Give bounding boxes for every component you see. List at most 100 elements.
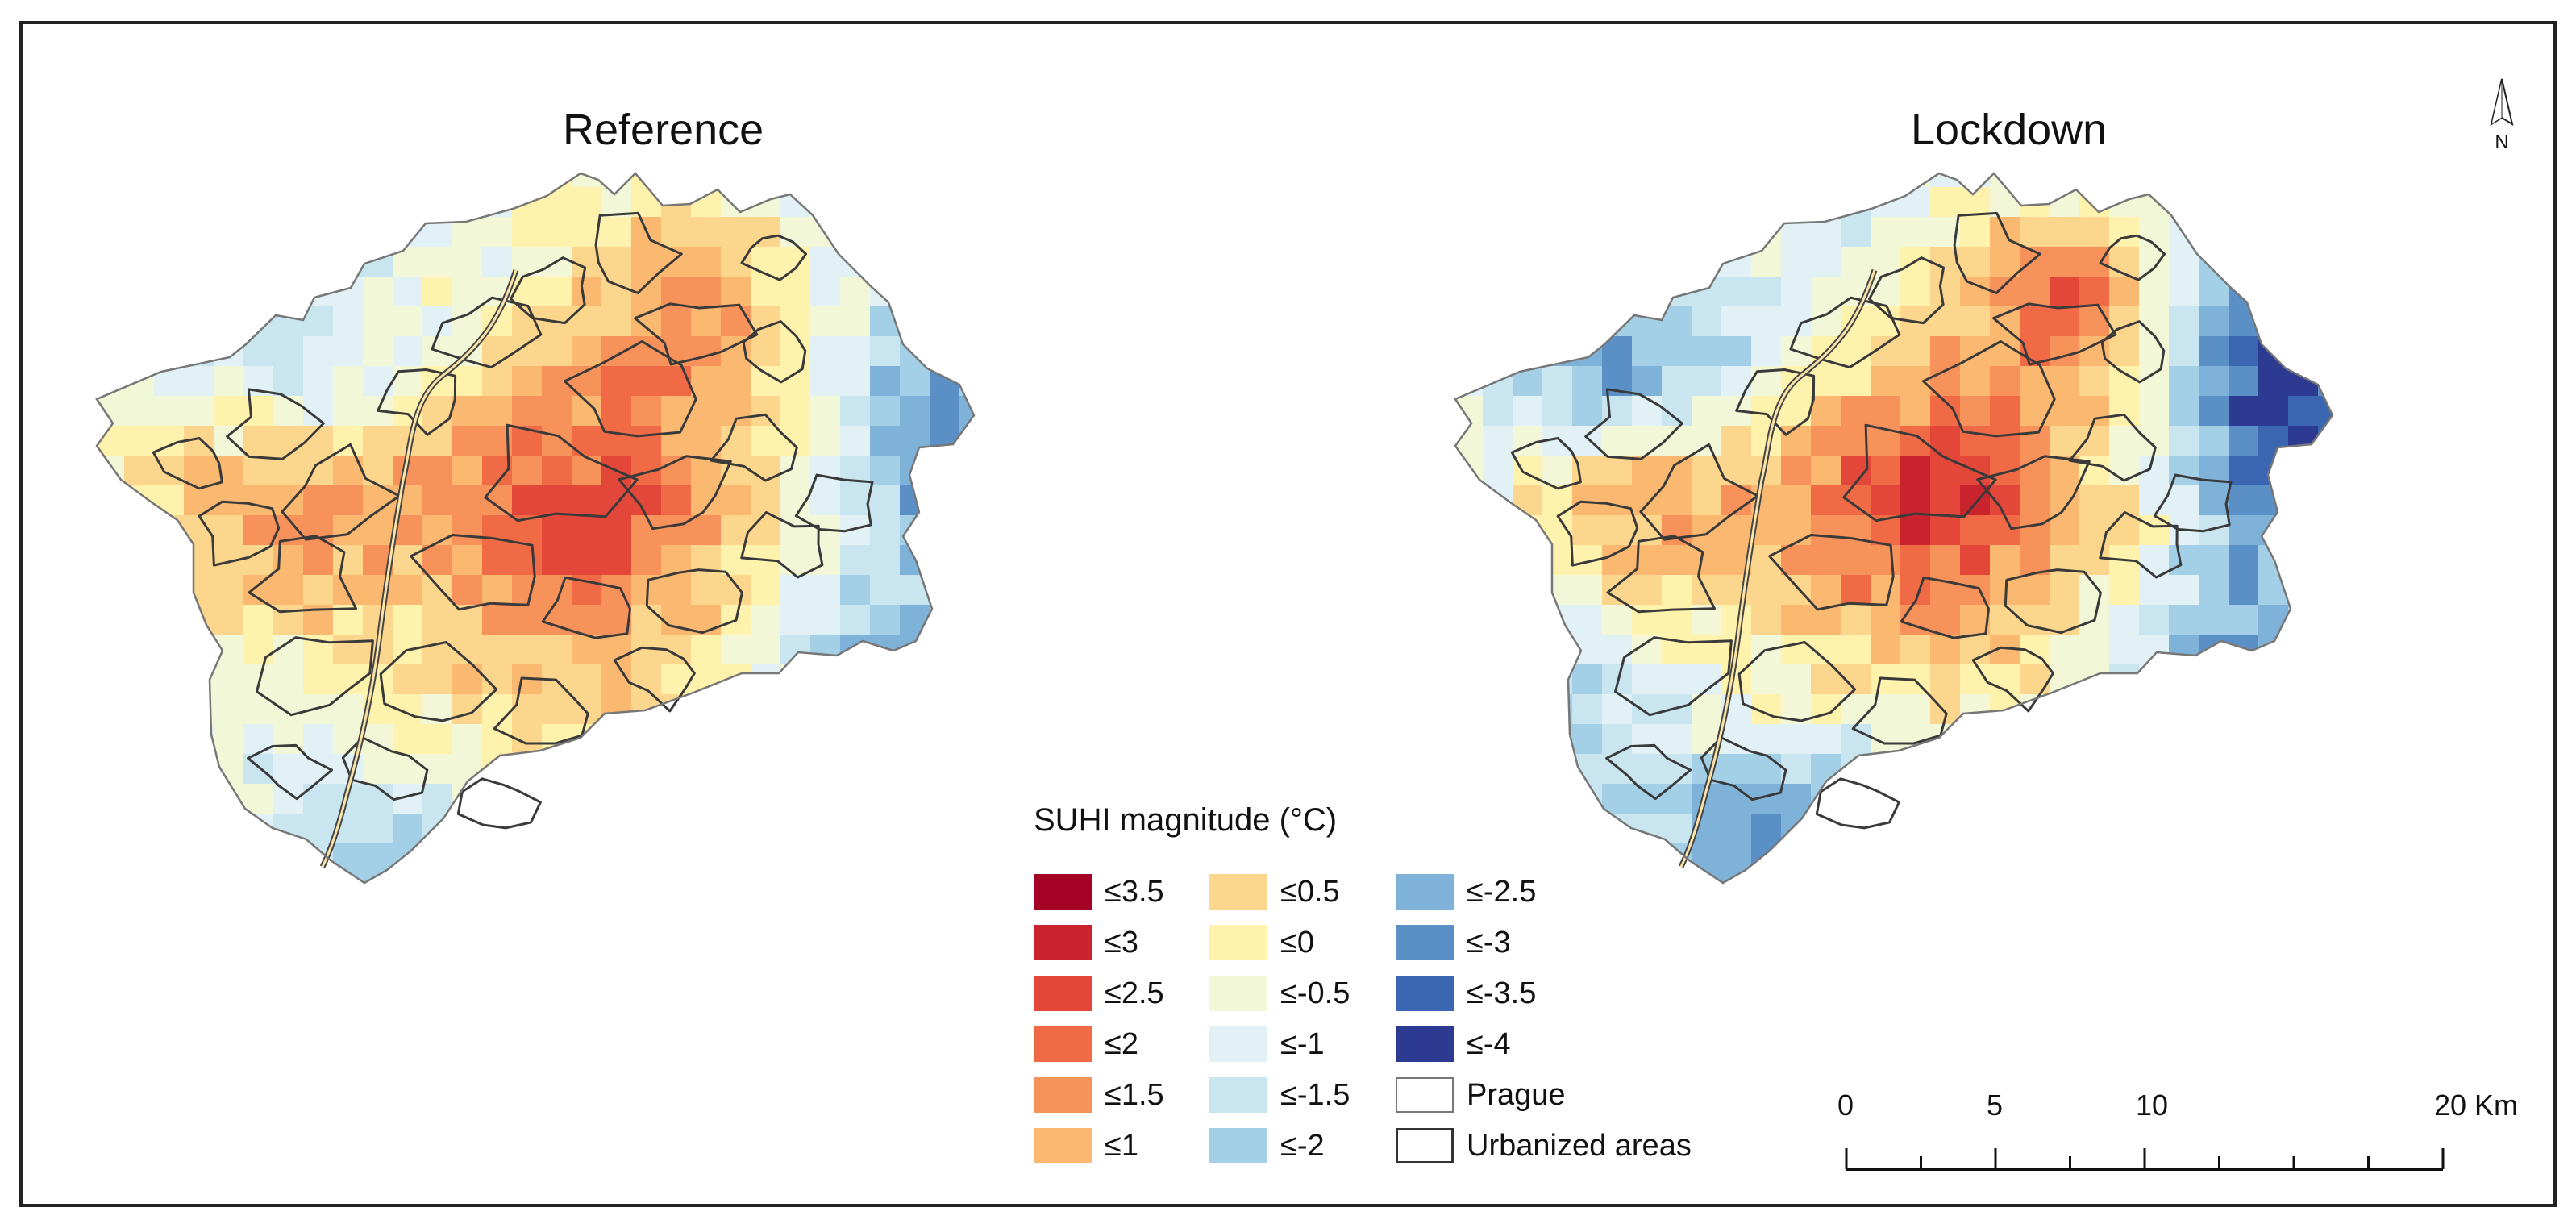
- suhi-cell: [482, 366, 513, 397]
- suhi-cell: [572, 485, 602, 516]
- suhi-cell: [1602, 456, 1633, 486]
- suhi-cell: [1841, 545, 1871, 576]
- suhi-cell: [1811, 426, 1841, 456]
- suhi-cell: [482, 605, 513, 635]
- suhi-cell: [2229, 426, 2259, 456]
- urbanized-area: [1851, 676, 1948, 745]
- legend-swatch: [1034, 925, 1092, 960]
- suhi-cell: [1930, 277, 1961, 307]
- suhi-cell: [661, 396, 692, 427]
- suhi-cell: [601, 545, 632, 576]
- suhi-cell: [572, 456, 602, 486]
- suhi-cell: [273, 754, 304, 785]
- legend-item: ≤2: [1034, 1026, 1138, 1063]
- suhi-cell: [2079, 575, 2110, 606]
- suhi-cell: [2169, 247, 2199, 277]
- suhi-cell: [1721, 515, 1752, 546]
- urbanized-area: [226, 388, 325, 460]
- suhi-cell: [840, 426, 871, 456]
- suhi-cell: [2050, 485, 2080, 516]
- suhi-cell: [661, 366, 692, 397]
- legend-swatch: [1034, 874, 1092, 910]
- legend-item: ≤-2: [1209, 1127, 1325, 1164]
- suhi-cell: [482, 724, 513, 755]
- suhi-cell: [542, 336, 572, 367]
- suhi-cell: [900, 396, 930, 427]
- suhi-cell: [303, 366, 334, 397]
- suhi-cell: [1572, 396, 1603, 427]
- suhi-cell: [870, 605, 901, 635]
- suhi-cell: [2139, 217, 2170, 248]
- urbanized-area: [1510, 437, 1582, 490]
- suhi-cell: [1751, 336, 1782, 367]
- suhi-cell: [1602, 575, 1633, 606]
- suhi-cell: [751, 485, 781, 516]
- suhi-cell: [303, 485, 334, 516]
- suhi-cell: [422, 396, 453, 427]
- suhi-cell: [1662, 485, 1692, 516]
- suhi-cell: [1542, 396, 1573, 427]
- suhi-cell: [303, 724, 334, 755]
- suhi-cell: [97, 456, 125, 486]
- suhi-cell: [512, 187, 543, 218]
- suhi-cell: [1662, 575, 1692, 606]
- suhi-cell: [1692, 336, 1722, 367]
- legend-swatch: [1209, 976, 1267, 1011]
- suhi-cell: [870, 426, 901, 456]
- suhi-cell: [2020, 605, 2050, 635]
- suhi-cell: [631, 426, 662, 456]
- urbanized-area: [1614, 636, 1733, 717]
- suhi-cell: [1960, 515, 1991, 546]
- urbanized-area: [248, 535, 357, 614]
- legend-item: ≤-1: [1209, 1026, 1325, 1063]
- suhi-cell: [214, 336, 244, 367]
- suhi-cell: [184, 545, 214, 576]
- suhi-cell: [2229, 515, 2259, 546]
- suhi-cell: [363, 814, 393, 844]
- urbanized-area: [1606, 535, 1716, 614]
- suhi-cell: [333, 635, 364, 665]
- suhi-cell: [214, 724, 244, 755]
- suhi-cell: [422, 784, 453, 814]
- suhi-cell: [691, 515, 722, 546]
- urbanized-area: [431, 296, 543, 369]
- suhi-cell: [1483, 426, 1513, 456]
- suhi-cell: [1572, 605, 1603, 635]
- urbanized-area: [541, 576, 631, 639]
- suhi-cell: [482, 635, 513, 665]
- legend-swatch: [1209, 925, 1267, 960]
- urbanized-area: [1639, 443, 1759, 541]
- suhi-cell: [1662, 694, 1692, 725]
- suhi-cell: [840, 485, 871, 516]
- suhi-cell: [751, 217, 781, 248]
- scale-bar-label: 5: [1987, 1089, 2004, 1122]
- suhi-cell: [512, 396, 543, 427]
- suhi-cell: [1841, 635, 1871, 665]
- suhi-cell: [422, 515, 453, 546]
- suhi-cell: [1602, 664, 1633, 695]
- suhi-cell: [1721, 754, 1752, 785]
- suhi-cell: [2050, 277, 2080, 307]
- suhi-cell: [2288, 396, 2319, 427]
- suhi-cell: [601, 694, 632, 725]
- suhi-cell: [393, 724, 423, 755]
- suhi-cell: [1662, 277, 1692, 307]
- suhi-cell: [751, 575, 781, 606]
- suhi-cell: [2079, 277, 2110, 307]
- urbanized-area: [794, 473, 874, 533]
- suhi-cell: [721, 306, 751, 337]
- legend-label: ≤3: [1105, 925, 1138, 960]
- suhi-cell: [393, 664, 423, 695]
- suhi-cell: [2169, 396, 2199, 427]
- suhi-cell: [2079, 306, 2110, 337]
- suhi-cell: [393, 247, 423, 277]
- suhi-cell: [1572, 485, 1603, 516]
- suhi-cell: [810, 217, 841, 248]
- urbanized-area: [1921, 340, 2056, 438]
- suhi-cell: [2109, 635, 2140, 665]
- suhi-cell: [512, 485, 543, 516]
- suhi-cell: [243, 426, 274, 456]
- suhi-cell: [512, 456, 543, 486]
- legend-label: ≤-4: [1467, 1026, 1511, 1061]
- suhi-cell: [2229, 485, 2259, 516]
